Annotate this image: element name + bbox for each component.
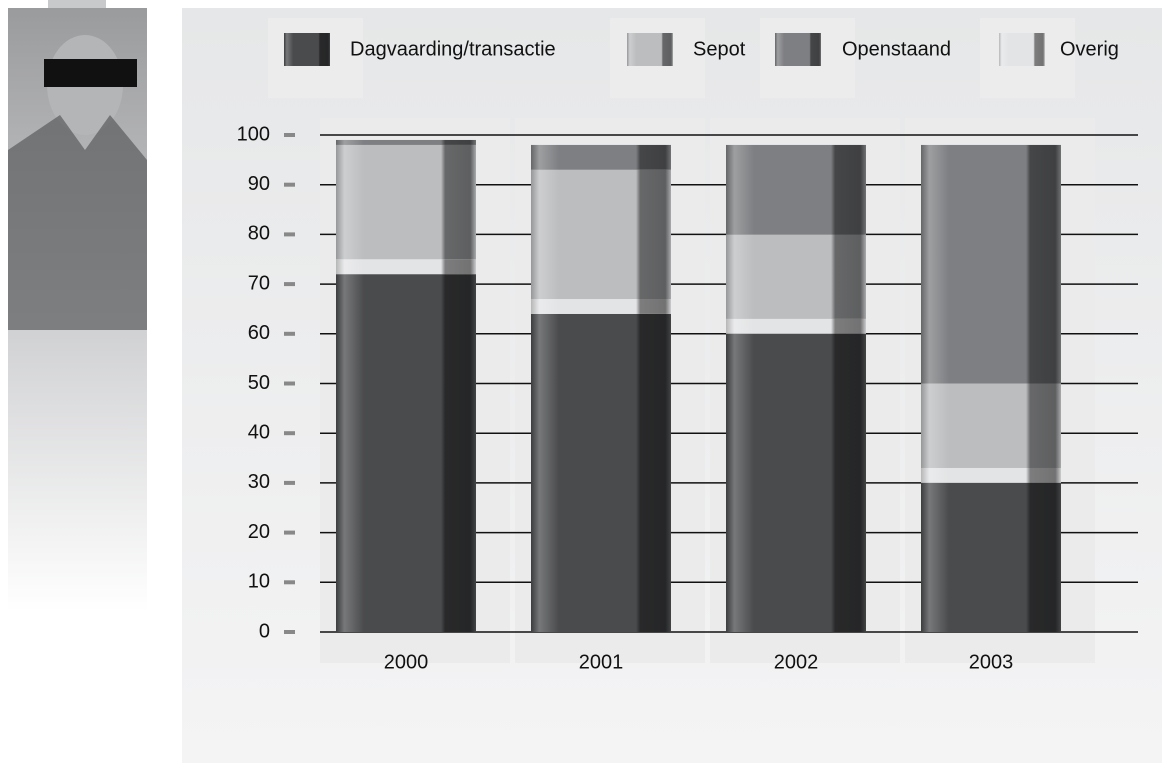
legend-label: Sepot — [693, 38, 746, 60]
bar-segment — [531, 144, 671, 170]
y-tick-label: 80 — [248, 223, 270, 245]
bar-segment — [336, 274, 476, 632]
photo-body — [8, 115, 147, 330]
y-tick-label: 10 — [248, 571, 270, 593]
legend-label: Openstaand — [842, 38, 951, 60]
bar-segment — [336, 144, 476, 260]
y-tick-label: 30 — [248, 471, 270, 493]
redaction-bar — [44, 59, 137, 87]
bar-segment — [921, 144, 1061, 384]
bar-segment — [531, 169, 671, 300]
bar-segment — [726, 234, 866, 319]
bar-segment — [726, 333, 866, 632]
legend-swatch — [775, 33, 821, 66]
y-tick-label: 70 — [248, 272, 270, 294]
legend-label: Overig — [1060, 38, 1119, 60]
bar-segment — [921, 482, 1061, 632]
y-tick-label: 40 — [248, 421, 270, 443]
x-tick-label: 2003 — [969, 651, 1014, 673]
y-tick-label: 50 — [248, 372, 270, 394]
bar-segment — [336, 259, 476, 275]
bar-segment — [726, 318, 866, 334]
legend-swatch — [284, 33, 330, 66]
y-tick-label: 60 — [248, 322, 270, 344]
legend-swatch — [999, 33, 1045, 66]
y-tick-label: 100 — [237, 123, 270, 145]
legend-swatch — [627, 33, 673, 66]
x-tick-label: 2001 — [579, 651, 624, 673]
bar-segment — [336, 139, 476, 145]
bar-segment — [531, 299, 671, 314]
y-tick-label: 20 — [248, 521, 270, 543]
y-tick-label: 90 — [248, 173, 270, 195]
bar-segment — [921, 383, 1061, 468]
y-tick-label: 0 — [259, 620, 270, 642]
legend-label: Dagvaarding/transactie — [350, 38, 556, 60]
photo-tab — [48, 0, 106, 8]
x-tick-label: 2002 — [774, 651, 819, 673]
bar-segment — [921, 467, 1061, 483]
bar-segment — [726, 144, 866, 235]
bar-segment — [531, 313, 671, 632]
x-tick-label: 2000 — [384, 651, 429, 673]
